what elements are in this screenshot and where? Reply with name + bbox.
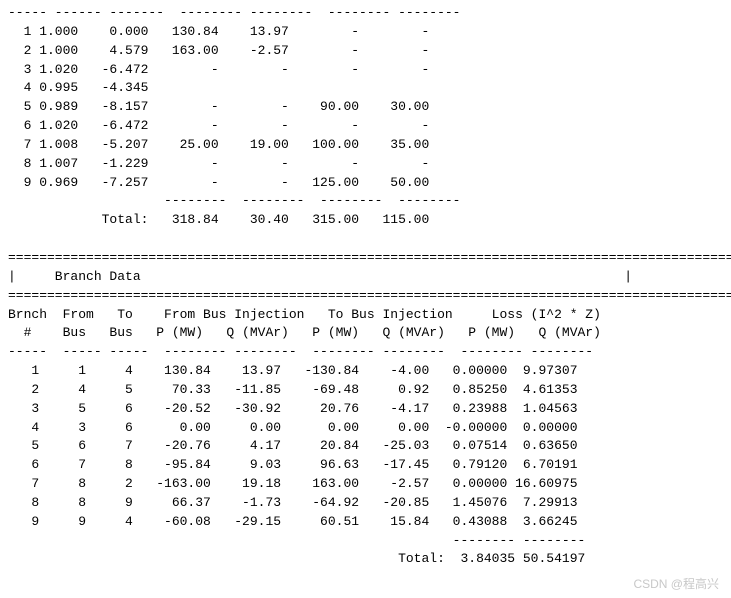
- text-output: ----- ------ ------- -------- -------- -…: [0, 0, 731, 573]
- watermark: CSDN @程高兴: [633, 575, 719, 592]
